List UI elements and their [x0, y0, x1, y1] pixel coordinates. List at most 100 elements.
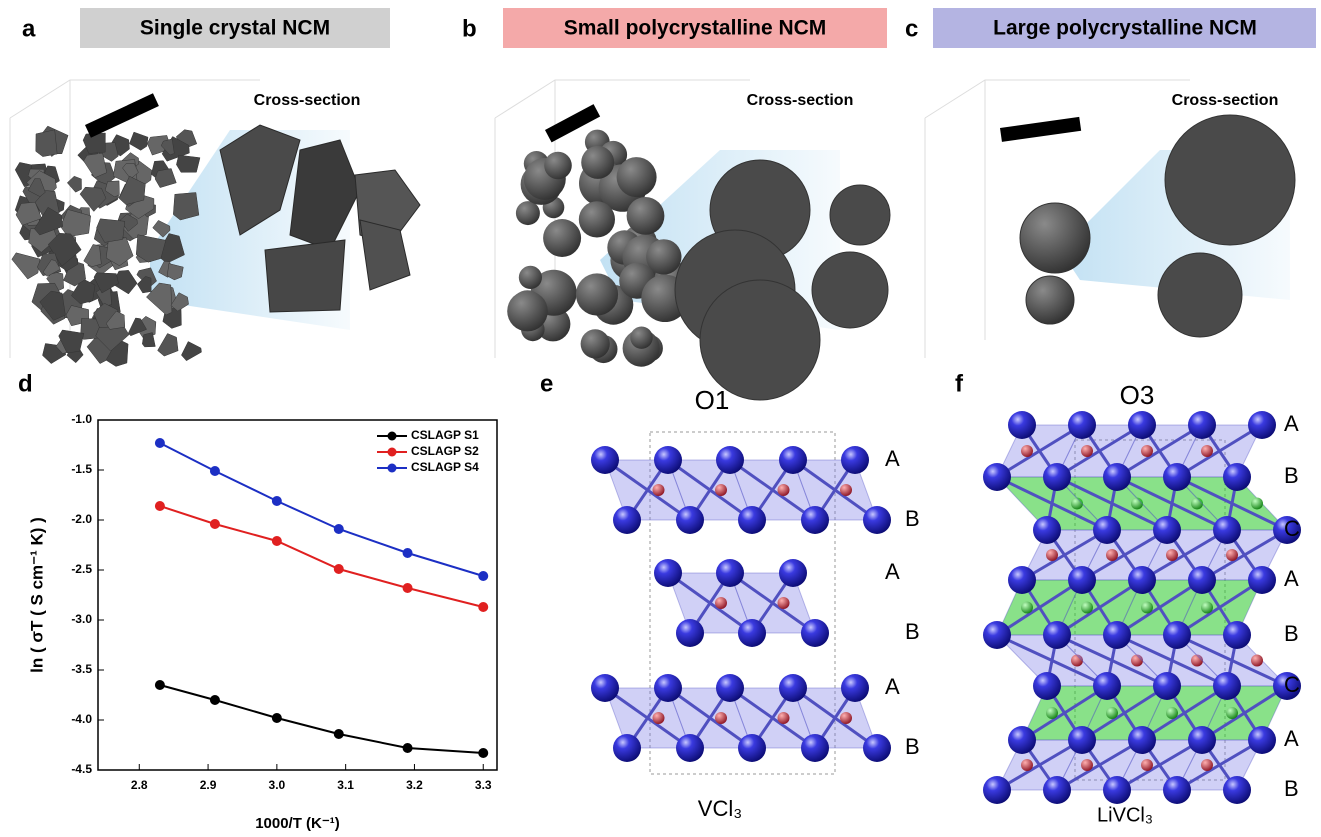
- cl-atom: [1163, 463, 1191, 491]
- cl-atom: [676, 619, 704, 647]
- metal-atom: [715, 597, 727, 609]
- panel-letter: e: [540, 370, 553, 397]
- cl-atom: [841, 446, 869, 474]
- cl-atom: [983, 776, 1011, 804]
- crystal: [36, 130, 57, 157]
- crystal: [265, 240, 345, 312]
- cl-atom: [801, 619, 829, 647]
- cl-atom: [1043, 621, 1071, 649]
- structure-title: O1: [695, 385, 730, 415]
- data-point: [403, 548, 413, 558]
- particle: [581, 146, 614, 179]
- cl-atom: [716, 674, 744, 702]
- metal-atom: [1201, 759, 1213, 771]
- particle: [1158, 253, 1242, 337]
- data-point: [403, 583, 413, 593]
- y-tick-label: -4.5: [71, 762, 92, 776]
- cl-atom: [1093, 516, 1121, 544]
- y-tick-label: -2.5: [71, 562, 92, 576]
- particle: [519, 266, 542, 289]
- panel-letter: b: [462, 15, 477, 42]
- layer-label: A: [885, 559, 900, 584]
- crystal: [129, 132, 148, 150]
- layer-label: A: [1284, 726, 1299, 751]
- scale-bar: [1000, 117, 1081, 142]
- cl-atom: [1128, 411, 1156, 439]
- panel-letter: d: [18, 370, 33, 397]
- metal-atom: [1226, 549, 1238, 561]
- y-axis-label: ln ( σT ( S cm⁻¹ K) ): [27, 517, 46, 673]
- cl-atom: [1188, 411, 1216, 439]
- data-point: [334, 729, 344, 739]
- metal-atom: [1201, 445, 1213, 457]
- cl-atom: [738, 619, 766, 647]
- cl-atom: [1188, 726, 1216, 754]
- particle: [630, 327, 652, 349]
- cl-atom: [1188, 566, 1216, 594]
- cl-atom: [779, 446, 807, 474]
- particle: [1020, 203, 1090, 273]
- data-point: [478, 571, 488, 581]
- layer-label: B: [1284, 463, 1299, 488]
- data-point: [478, 748, 488, 758]
- particle: [1165, 115, 1295, 245]
- particle: [516, 201, 540, 225]
- cross-section-label: Cross-section: [254, 92, 361, 109]
- data-point: [272, 536, 282, 546]
- panel-letter: f: [955, 370, 964, 397]
- cl-atom: [613, 734, 641, 762]
- crystal: [84, 244, 102, 266]
- cl-atom: [1128, 566, 1156, 594]
- crystal: [158, 334, 179, 357]
- metal-atom: [1166, 549, 1178, 561]
- metal-atom: [1021, 602, 1033, 614]
- y-tick-label: -2.0: [71, 512, 92, 526]
- metal-atom: [1046, 549, 1058, 561]
- layer-label: B: [905, 506, 920, 531]
- y-tick-label: -1.5: [71, 462, 92, 476]
- panel-title: Single crystal NCM: [140, 17, 330, 40]
- series-line: [160, 685, 483, 753]
- data-point: [403, 743, 413, 753]
- particle: [627, 197, 665, 235]
- layer-label: B: [905, 734, 920, 759]
- metal-atom: [1106, 549, 1118, 561]
- cl-atom: [716, 559, 744, 587]
- cl-atom: [1103, 463, 1131, 491]
- cl-atom: [983, 463, 1011, 491]
- data-point: [155, 438, 165, 448]
- cl-atom: [716, 446, 744, 474]
- particle: [579, 201, 615, 237]
- y-tick-label: -1.0: [71, 412, 92, 426]
- y-tick-label: -3.0: [71, 612, 92, 626]
- particle: [507, 291, 548, 332]
- cl-atom: [676, 734, 704, 762]
- cl-atom: [1043, 776, 1071, 804]
- cross-section-label: Cross-section: [747, 92, 854, 109]
- panel-letter: a: [22, 15, 36, 42]
- scale-bar: [85, 93, 159, 137]
- data-point: [210, 519, 220, 529]
- layer-label: B: [905, 619, 920, 644]
- structure-title: O3: [1120, 380, 1155, 410]
- crystal: [84, 153, 107, 178]
- crystal: [137, 276, 151, 293]
- crystal: [181, 342, 201, 361]
- metal-atom: [1021, 759, 1033, 771]
- particle: [1026, 276, 1074, 324]
- cl-atom: [1008, 411, 1036, 439]
- cl-atom: [1068, 726, 1096, 754]
- crystal: [12, 253, 40, 279]
- cl-atom: [1248, 726, 1276, 754]
- y-tick-label: -4.0: [71, 712, 92, 726]
- formula: LiVCl₃: [1097, 804, 1153, 826]
- legend-label: CSLAGP S2: [411, 444, 479, 458]
- legend-marker: [388, 464, 397, 473]
- metal-atom: [778, 597, 790, 609]
- layer-label: A: [1284, 411, 1299, 436]
- crystal: [67, 176, 81, 192]
- metal-atom: [1251, 655, 1263, 667]
- cl-atom: [863, 734, 891, 762]
- cl-atom: [863, 506, 891, 534]
- metal-atom: [653, 484, 665, 496]
